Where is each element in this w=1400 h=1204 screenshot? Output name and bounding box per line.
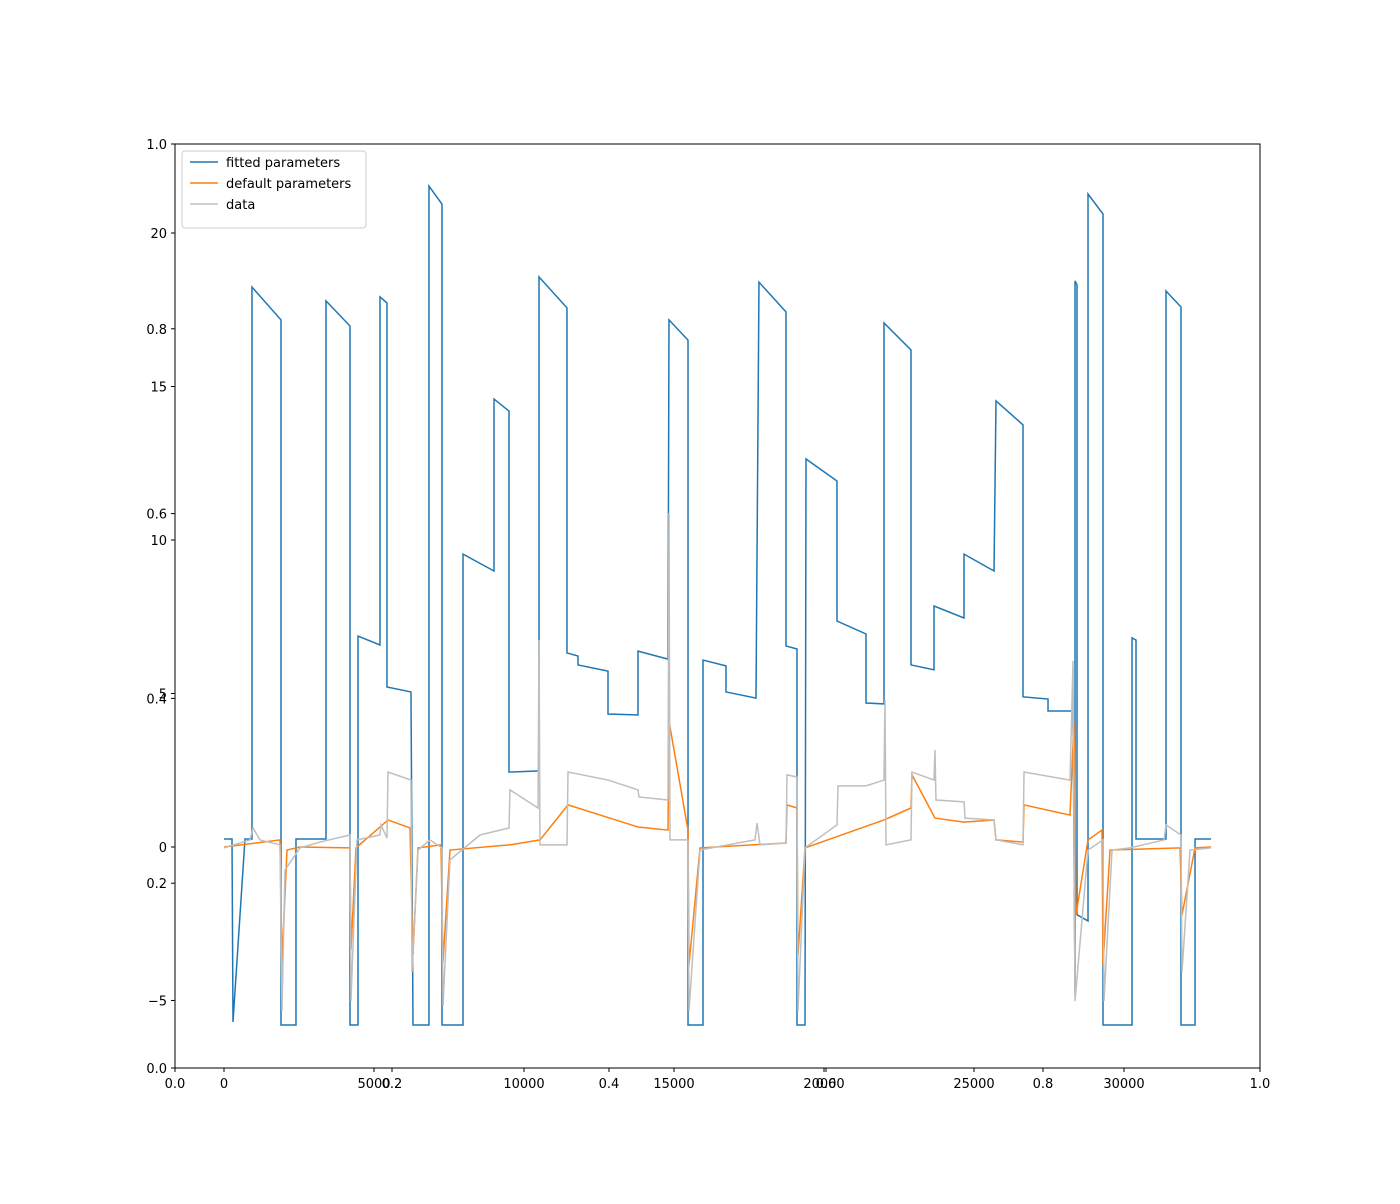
legend-label: default parameters: [226, 177, 352, 192]
y-tick-label: 15: [150, 381, 167, 396]
y-tick-label: 20: [150, 227, 167, 242]
x-tick-label: 0.0: [165, 1077, 186, 1092]
y-tick-label: 0.8: [146, 323, 167, 338]
y-tick-label: 5: [159, 687, 167, 702]
series-line: [223, 512, 1212, 1011]
x-tick-label: 0.8: [1033, 1077, 1054, 1092]
axes-frame: [174, 143, 1261, 1069]
plot-area: [223, 183, 1212, 1026]
y-tick-label: 0.6: [146, 508, 167, 523]
x-tick-label: 0.6: [816, 1077, 837, 1092]
y-tick-label: 10: [150, 534, 167, 549]
x-tick-label: 5000: [357, 1077, 390, 1092]
legend-label: data: [226, 198, 255, 213]
x-tick-label: 20000: [803, 1077, 844, 1092]
legend-label: fitted parameters: [226, 156, 340, 171]
y-tick-label: 0.0: [146, 1062, 167, 1077]
x-tick-label: 15000: [653, 1077, 694, 1092]
x-tick-label: 10000: [503, 1077, 544, 1092]
x-tick-label: 0.2: [382, 1077, 403, 1092]
axes-background: [175, 144, 1260, 1068]
y-tick-label: 0: [159, 841, 167, 856]
x-tick-label: 0: [220, 1077, 228, 1092]
legend-box: [181, 150, 367, 229]
y-tick-label: 1.0: [146, 138, 167, 153]
x-tick-label: 0.4: [599, 1077, 620, 1092]
x-tick-label: 25000: [953, 1077, 994, 1092]
x-tick-label: 1.0: [1250, 1077, 1271, 1092]
y-tick-label: −5: [148, 994, 167, 1009]
x-tick-label: 30000: [1103, 1077, 1144, 1092]
legend: fitted parameters default parameters data: [181, 150, 367, 229]
y-tick-label: 0.2: [146, 877, 167, 892]
y-tick-label: 0.4: [146, 692, 167, 707]
series-line: [223, 183, 1212, 1026]
